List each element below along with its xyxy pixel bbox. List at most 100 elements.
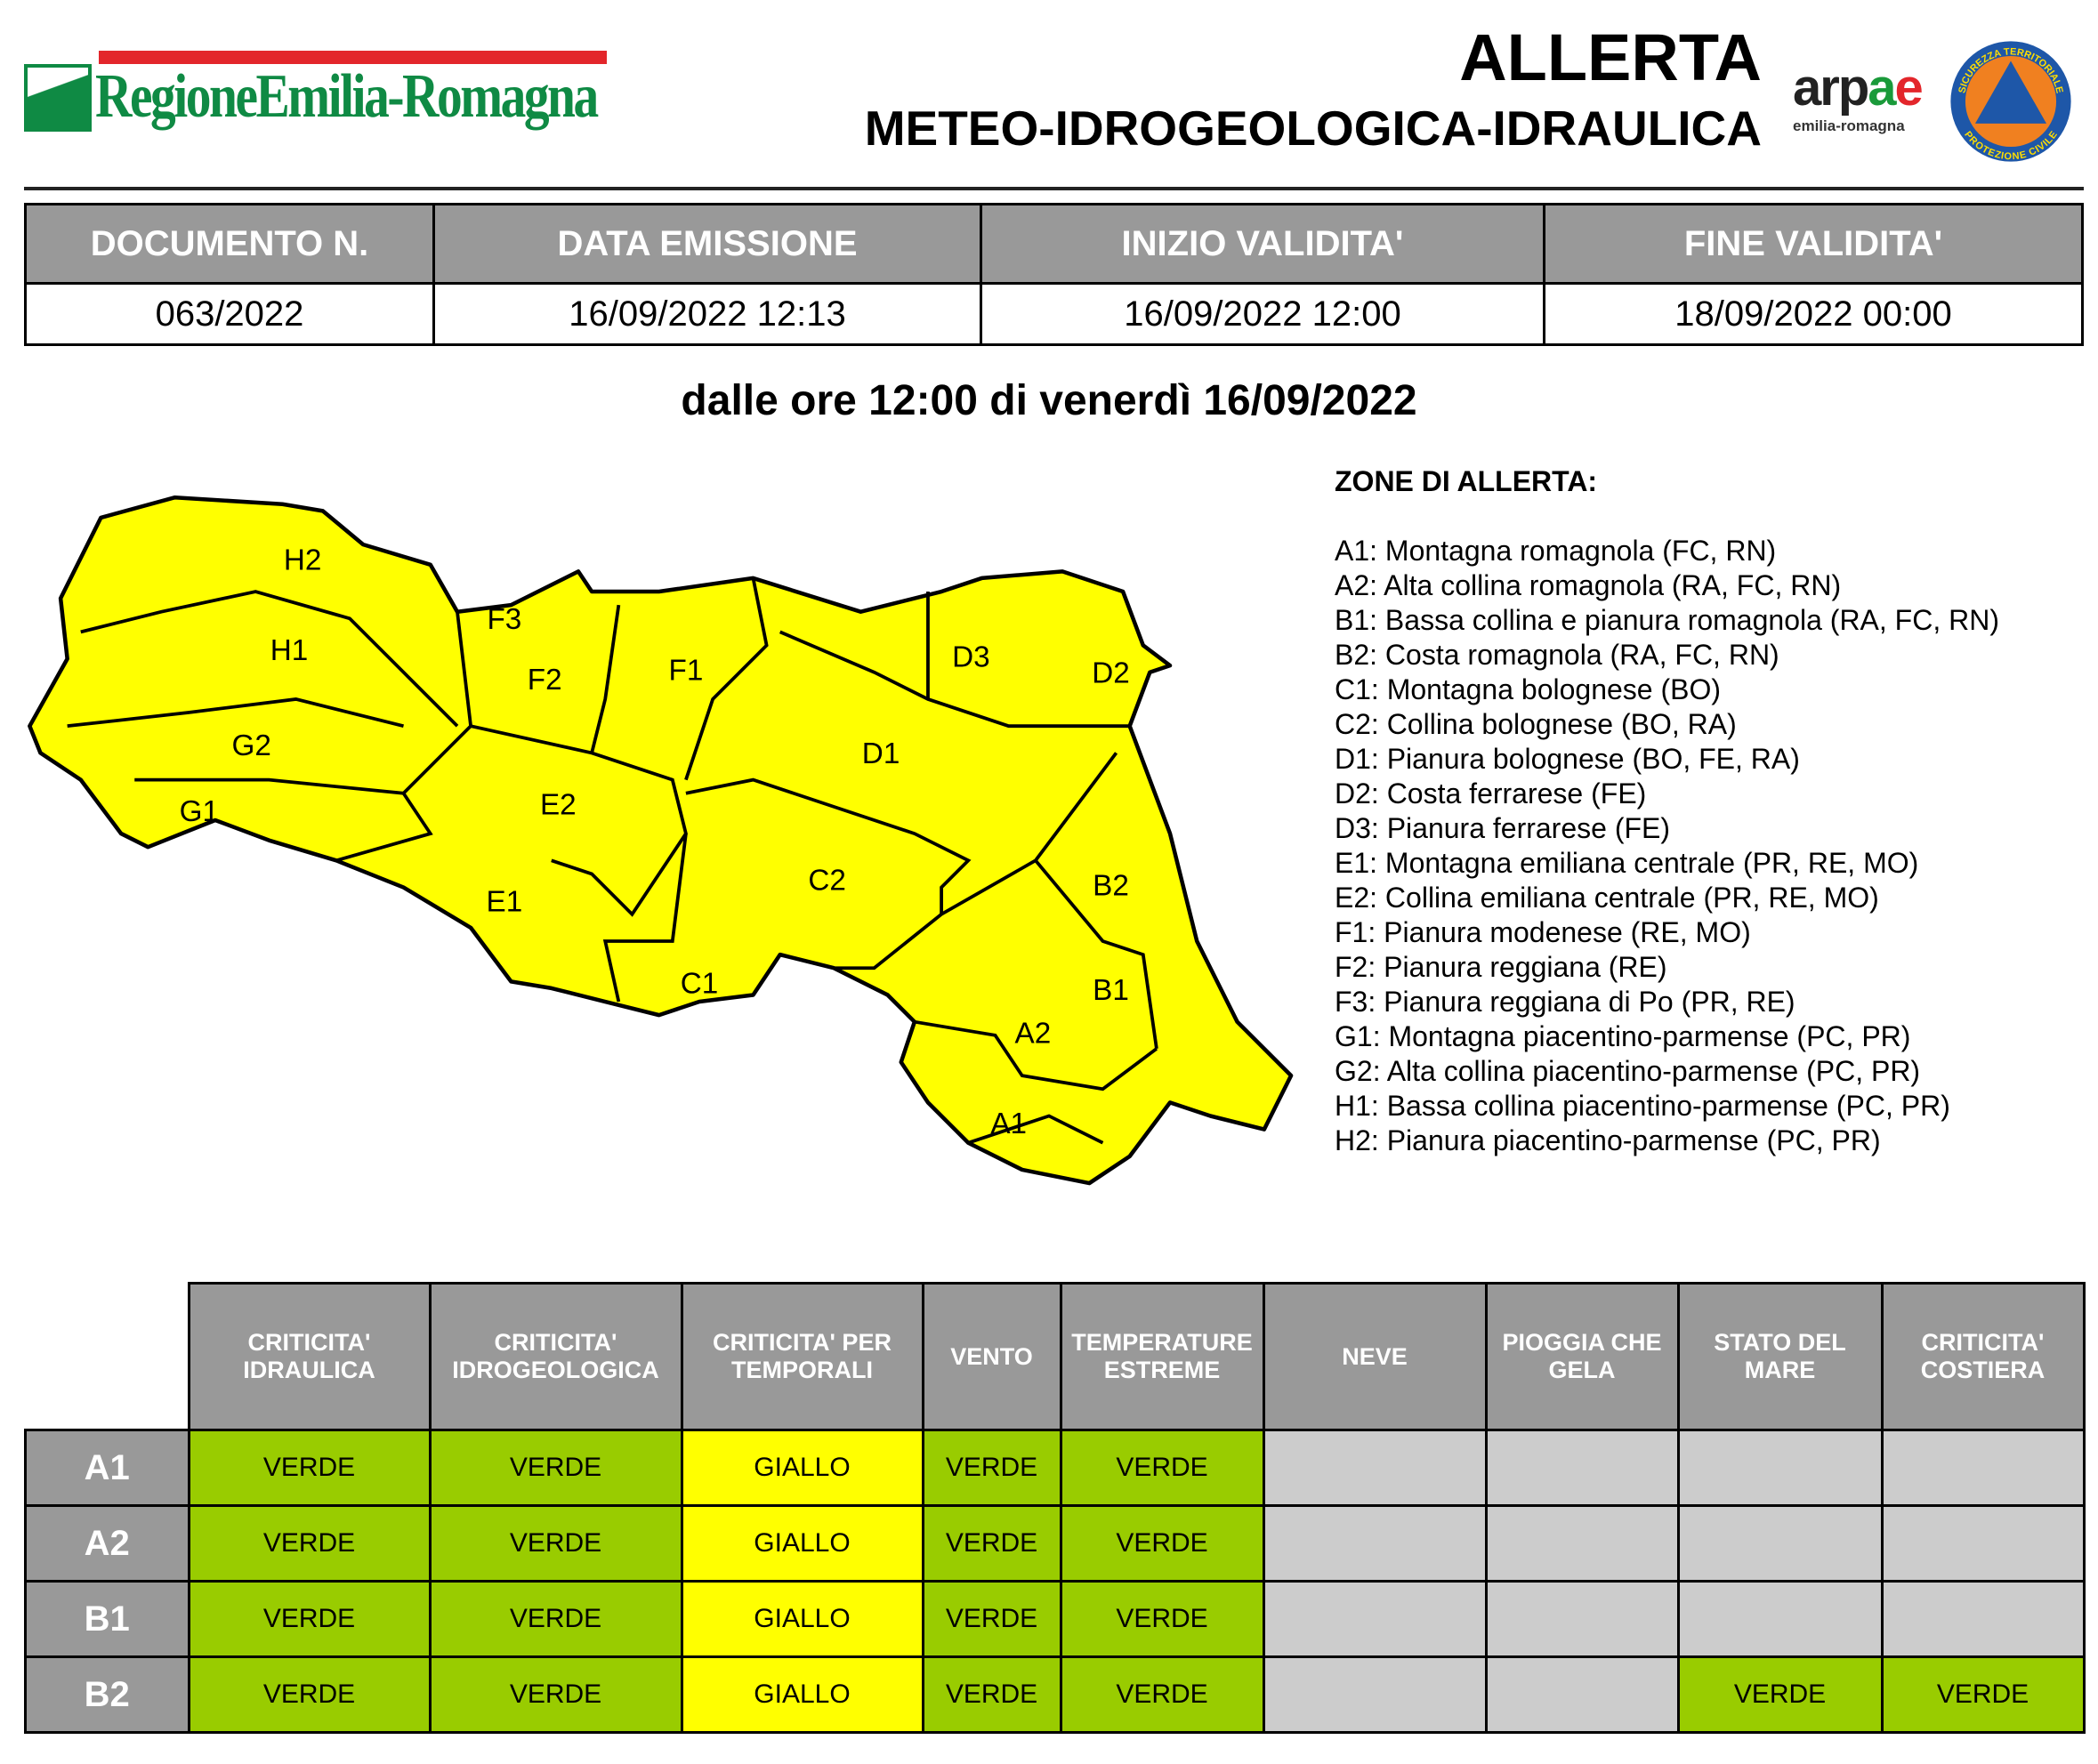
column-header: CRITICITA' COSTIERA — [1880, 1282, 2086, 1431]
zone-label-a1: A1 — [990, 1108, 1027, 1140]
legend-item: F2: Pianura reggiana (RE) — [1335, 951, 1667, 983]
alert-level-cell: VERDE — [1059, 1655, 1265, 1734]
column-header: CRITICITA' PER TEMPORALI — [680, 1282, 924, 1431]
alert-level-cell: VERDE — [1676, 1655, 1884, 1734]
alert-level-cell: VERDE — [428, 1429, 683, 1507]
alert-level-cell: VERDE — [187, 1655, 432, 1734]
zone-label-d3: D3 — [952, 640, 990, 673]
zone-label-e2: E2 — [540, 789, 577, 822]
legend-item: G2: Alta collina piacentino-parmense (PC… — [1335, 1055, 1921, 1087]
zone-label-h2: H2 — [284, 544, 322, 577]
alert-level-cell — [1880, 1580, 2086, 1658]
alert-level-cell — [1262, 1429, 1488, 1507]
alert-level-cell — [1262, 1580, 1488, 1658]
alert-level-cell: GIALLO — [680, 1655, 924, 1734]
alert-levels-table: CRITICITA' IDRAULICA CRITICITA' IDROGEOLO… — [24, 1282, 2086, 1734]
zone-label-e1: E1 — [487, 885, 523, 918]
legend-item: C2: Collina bolognese (BO, RA) — [1335, 708, 1737, 740]
protezione-civile-logo: SICUREZZA TERRITORIALE PROTEZIONE CIVILE — [1950, 41, 2071, 162]
header-issue-date: DATA EMISSIONE — [432, 203, 982, 285]
table-row: B1 VERDE VERDE GIALLO VERDE VERDE — [24, 1580, 2086, 1658]
alert-level-cell: VERDE — [1059, 1580, 1265, 1658]
valid-to: 18/09/2022 00:00 — [1543, 282, 2084, 346]
table-row: A1 VERDE VERDE GIALLO VERDE VERDE — [24, 1429, 2086, 1507]
legend-item: D2: Costa ferrarese (FE) — [1335, 777, 1647, 810]
document-number: 063/2022 — [24, 282, 435, 346]
zone-cell: A2 — [24, 1504, 190, 1583]
alert-level-cell: VERDE — [187, 1580, 432, 1658]
alert-level-cell: VERDE — [187, 1504, 432, 1583]
alert-level-cell: VERDE — [921, 1655, 1062, 1734]
alert-level-cell: GIALLO — [680, 1580, 924, 1658]
column-header: TEMPERATURE ESTREME — [1059, 1282, 1265, 1431]
zone-cell: B1 — [24, 1580, 190, 1658]
zone-label-g2: G2 — [232, 729, 271, 762]
legend-item: C1: Montagna bolognese (BO) — [1335, 673, 1722, 705]
alert-level-cell — [1484, 1504, 1680, 1583]
zone-label-d2: D2 — [1092, 657, 1130, 690]
alert-level-cell — [1484, 1429, 1680, 1507]
zone-label-f3: F3 — [487, 603, 521, 636]
logo-text: RegioneEmilia-Romagna — [95, 62, 599, 131]
alert-level-cell — [1262, 1504, 1488, 1583]
column-header: CRITICITA' IDRAULICA — [187, 1282, 432, 1431]
alert-level-cell: VERDE — [428, 1655, 683, 1734]
zone-label-f2: F2 — [528, 664, 562, 697]
alert-level-cell — [1880, 1429, 2086, 1507]
alert-level-cell: VERDE — [921, 1429, 1062, 1507]
regione-emilia-romagna-logo: RegioneEmilia-Romagna — [24, 51, 607, 132]
corner-cell — [25, 1283, 190, 1430]
column-header: VENTO — [921, 1282, 1062, 1431]
validity-period: dalle ore 12:00 di venerdì 16/09/2022 — [681, 377, 1417, 424]
alert-level-cell — [1484, 1655, 1680, 1734]
alert-level-cell: VERDE — [1059, 1504, 1265, 1583]
alert-level-cell — [1484, 1580, 1680, 1658]
alert-level-cell: VERDE — [1059, 1429, 1265, 1507]
alert-level-cell: GIALLO — [680, 1429, 924, 1507]
zone-label-f1: F1 — [669, 654, 704, 687]
alert-level-cell — [1262, 1655, 1488, 1734]
header-valid-to: FINE VALIDITA' — [1543, 203, 2084, 285]
logo-emblem-icon — [24, 64, 92, 132]
zone-label-b2: B2 — [1093, 869, 1129, 902]
header-document-number: DOCUMENTO N. — [24, 203, 435, 285]
legend-item: H2: Pianura piacentino-parmense (PC, PR) — [1335, 1124, 1881, 1156]
zone-legend: ZONE DI ALLERTA: A1: Montagna romagnola … — [1335, 464, 1999, 1158]
alert-level-cell: GIALLO — [680, 1504, 924, 1583]
legend-item: B2: Costa romagnola (RA, FC, RN) — [1335, 639, 1779, 671]
page-title: ALLERTA — [1459, 20, 1762, 94]
table-row: A2 VERDE VERDE GIALLO VERDE VERDE — [24, 1504, 2086, 1583]
zone-label-g1: G1 — [180, 795, 219, 828]
legend-item: D1: Pianura bolognese (BO, FE, RA) — [1335, 743, 1800, 775]
arpae-logo-sub: emilia-romagna — [1793, 117, 1905, 134]
legend-item: A1: Montagna romagnola (FC, RN) — [1335, 535, 1777, 567]
column-header: PIOGGIA CHE GELA — [1484, 1282, 1680, 1431]
alert-level-cell: VERDE — [921, 1504, 1062, 1583]
zone-label-h1: H1 — [270, 634, 309, 667]
legend-item: H1: Bassa collina piacentino-parmense (P… — [1335, 1090, 1950, 1122]
legend-item: A2: Alta collina romagnola (RA, FC, RN) — [1335, 569, 1842, 601]
zone-cell: B2 — [24, 1655, 190, 1734]
zone-label-c2: C2 — [808, 864, 846, 897]
arpae-logo-main: arpae — [1793, 59, 1924, 117]
zone-label-c1: C1 — [681, 968, 719, 1001]
legend-title: ZONE DI ALLERTA: — [1335, 465, 1598, 497]
alert-level-cell — [1676, 1504, 1884, 1583]
legend-item: B1: Bassa collina e pianura romagnola (R… — [1335, 604, 1999, 636]
valid-from: 16/09/2022 12:00 — [980, 282, 1545, 346]
header-valid-from: INIZIO VALIDITA' — [980, 203, 1545, 285]
issue-date: 16/09/2022 12:13 — [432, 282, 982, 346]
document-info-table: DOCUMENTO N. DATA EMISSIONE INIZIO VALID… — [24, 203, 2084, 346]
zone-label-a2: A2 — [1015, 1018, 1052, 1051]
region-outline — [28, 495, 1294, 1186]
alert-level-cell: VERDE — [187, 1429, 432, 1507]
column-header: NEVE — [1262, 1282, 1488, 1431]
alert-level-cell: VERDE — [428, 1504, 683, 1583]
zone-cell: A1 — [24, 1429, 190, 1507]
legend-item: E1: Montagna emiliana centrale (PR, RE, … — [1335, 847, 1919, 879]
column-header: CRITICITA' IDROGEOLOGICA — [428, 1282, 683, 1431]
table-row: B2 VERDE VERDE GIALLO VERDE VERDE VERDE VERDE — [24, 1655, 2086, 1734]
alert-level-cell — [1676, 1580, 1884, 1658]
legend-item: D3: Pianura ferrarese (FE) — [1335, 812, 1671, 844]
alert-level-cell: VERDE — [428, 1580, 683, 1658]
